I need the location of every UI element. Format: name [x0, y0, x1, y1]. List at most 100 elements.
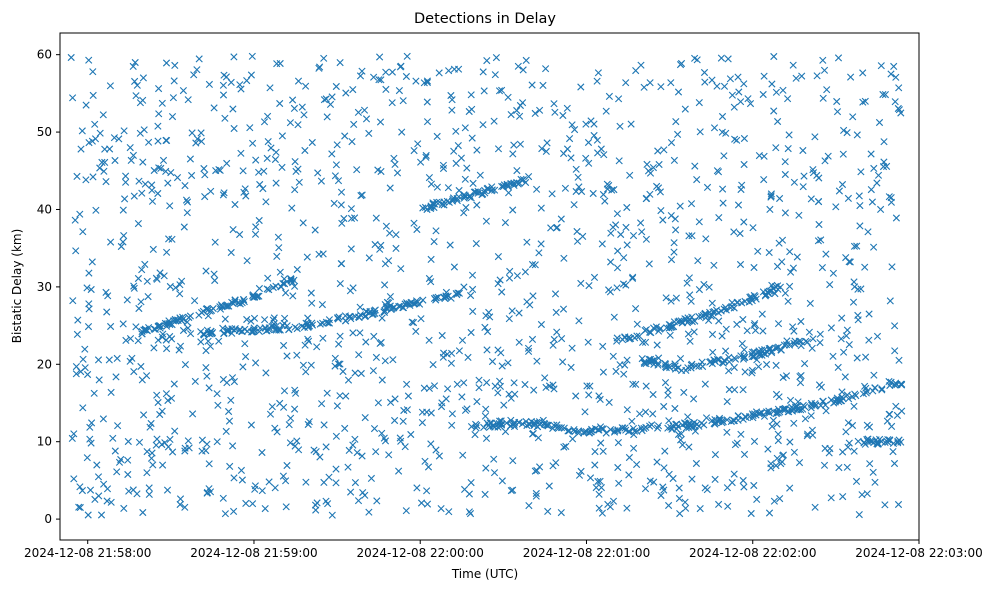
data-point — [605, 398, 613, 406]
data-point — [283, 352, 291, 360]
data-point — [815, 220, 823, 229]
data-point — [227, 248, 235, 257]
data-point — [85, 300, 93, 308]
data-point — [79, 404, 87, 412]
data-point — [728, 91, 736, 99]
data-point — [532, 492, 540, 500]
data-point — [626, 171, 634, 179]
data-point — [870, 371, 878, 379]
data-point — [171, 427, 179, 435]
data-point — [591, 461, 599, 469]
data-point — [521, 268, 529, 276]
data-point — [538, 145, 546, 153]
data-point — [710, 419, 718, 427]
data-point — [170, 380, 178, 388]
data-point — [302, 82, 310, 90]
data-point — [382, 222, 390, 230]
data-point — [492, 54, 500, 62]
data-point — [180, 223, 188, 231]
data-point — [84, 370, 92, 379]
data-point — [820, 461, 829, 469]
data-point — [168, 335, 176, 343]
data-point — [120, 127, 128, 135]
data-point — [572, 165, 580, 173]
data-point — [560, 443, 568, 451]
data-point — [676, 355, 685, 363]
data-point — [559, 111, 567, 120]
data-point — [117, 455, 125, 464]
data-point — [378, 376, 386, 384]
data-point — [646, 169, 655, 177]
data-point — [438, 331, 446, 340]
data-point — [89, 173, 97, 181]
data-point — [671, 365, 680, 373]
data-point — [792, 74, 800, 82]
data-point — [123, 296, 131, 304]
data-point — [743, 327, 751, 335]
data-point — [282, 477, 290, 485]
data-point — [784, 297, 792, 305]
data-point — [607, 258, 615, 266]
data-point — [215, 166, 223, 174]
data-point — [720, 152, 728, 160]
data-point — [736, 260, 745, 269]
data-point — [844, 443, 852, 451]
data-point — [625, 471, 633, 479]
data-point — [840, 126, 848, 134]
data-point — [69, 94, 77, 102]
data-point — [864, 228, 872, 236]
data-point — [870, 243, 878, 251]
data-point — [153, 391, 161, 399]
data-point — [158, 440, 166, 449]
data-point — [843, 129, 851, 137]
data-point — [717, 54, 725, 62]
data-point — [159, 330, 167, 338]
data-point — [272, 282, 280, 290]
data-point — [168, 113, 177, 121]
data-point — [397, 265, 405, 273]
data-point — [119, 238, 127, 246]
data-point — [252, 359, 260, 367]
data-point — [614, 463, 622, 472]
data-point — [182, 196, 191, 204]
data-point — [461, 485, 469, 493]
data-point — [696, 505, 704, 513]
data-point — [462, 203, 470, 212]
data-point — [473, 421, 481, 430]
data-point — [412, 327, 420, 335]
data-point — [197, 338, 205, 346]
data-point — [483, 346, 491, 354]
data-point — [692, 459, 700, 468]
data-point — [126, 357, 134, 365]
data-point — [357, 369, 365, 378]
data-point — [755, 152, 763, 160]
data-point — [299, 219, 307, 227]
data-point — [861, 97, 869, 105]
data-point — [722, 347, 730, 355]
data-point — [293, 325, 301, 333]
data-point — [279, 472, 287, 480]
data-point — [866, 460, 874, 468]
data-point — [407, 430, 415, 439]
data-point — [201, 171, 209, 179]
data-point — [413, 484, 421, 492]
data-point — [294, 121, 302, 129]
data-point — [548, 190, 556, 198]
data-point — [423, 78, 431, 87]
data-point — [845, 439, 853, 447]
data-point — [461, 192, 469, 200]
data-point — [378, 429, 386, 437]
y-axis-label: Bistatic Delay (km) — [10, 229, 24, 344]
data-point — [359, 489, 367, 497]
data-point — [169, 448, 177, 456]
data-point — [372, 353, 380, 361]
data-point — [821, 157, 829, 165]
data-point — [730, 103, 738, 111]
data-point — [781, 406, 789, 414]
data-point — [513, 167, 521, 175]
data-point — [76, 483, 84, 491]
data-point — [427, 440, 435, 448]
data-point — [240, 298, 248, 306]
data-point — [728, 479, 736, 487]
data-point — [682, 504, 690, 512]
